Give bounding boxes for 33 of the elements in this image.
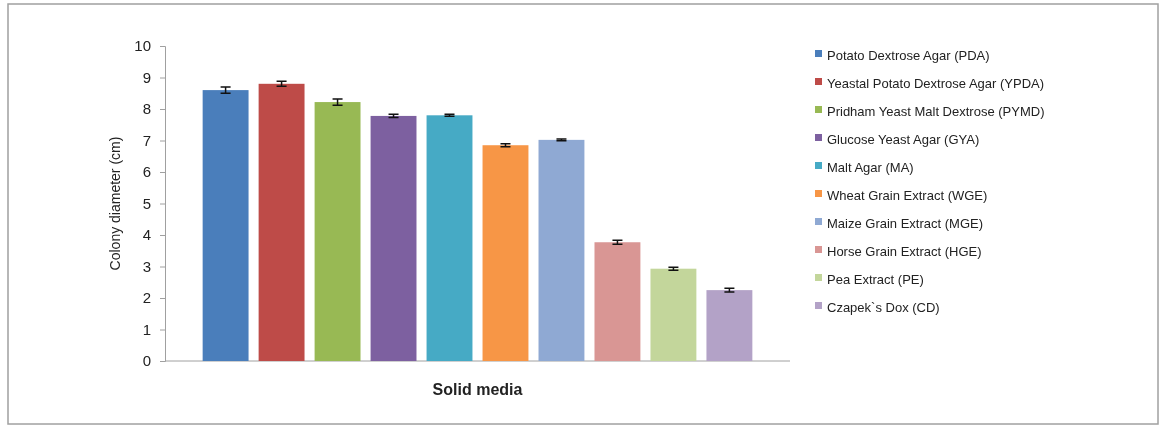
y-tick-label: 8: [142, 100, 151, 118]
legend-label: Pridham Yeast Malt Dextrose (PYMD): [827, 103, 1045, 119]
y-axis-title: Colony diameter (cm): [107, 136, 123, 271]
y-tick-label: 4: [142, 226, 151, 244]
legend-label: Potato Dextrose Agar (PDA): [827, 47, 990, 63]
bar: [370, 115, 417, 361]
x-axis-title: Solid media: [432, 381, 523, 398]
y-tick-label: 0: [142, 352, 151, 370]
y-tick-label: 10: [134, 37, 151, 55]
y-tick-label: 3: [142, 257, 151, 275]
legend-label: Czapek`s Dox (CD): [827, 299, 940, 315]
bar: [482, 145, 529, 361]
legend-label: Maize Grain Extract (MGE): [827, 215, 984, 231]
legend-label: Glucose Yeast Agar (GYA): [827, 131, 980, 147]
bar: [650, 268, 697, 361]
bar: [258, 83, 305, 361]
y-tick-label: 9: [142, 68, 151, 86]
bar: [706, 290, 753, 361]
legend-label: Malt Agar (MA): [827, 159, 914, 175]
legend-label: Wheat Grain Extract (WGE): [827, 187, 988, 203]
bar: [314, 102, 361, 361]
bar: [538, 139, 585, 361]
y-tick-label: 7: [142, 131, 151, 149]
y-tick-label: 6: [142, 163, 151, 181]
bar: [202, 90, 249, 361]
bar: [426, 115, 473, 361]
legend-label: Yeastal Potato Dextrose Agar (YPDA): [827, 75, 1045, 91]
y-tick-label: 1: [142, 320, 151, 338]
y-tick-label: 5: [142, 194, 151, 212]
legend-label: Horse Grain Extract (HGE): [827, 243, 982, 259]
y-tick-label: 2: [142, 289, 151, 307]
legend-label: Pea Extract (PE): [827, 271, 924, 287]
bar: [594, 242, 641, 361]
